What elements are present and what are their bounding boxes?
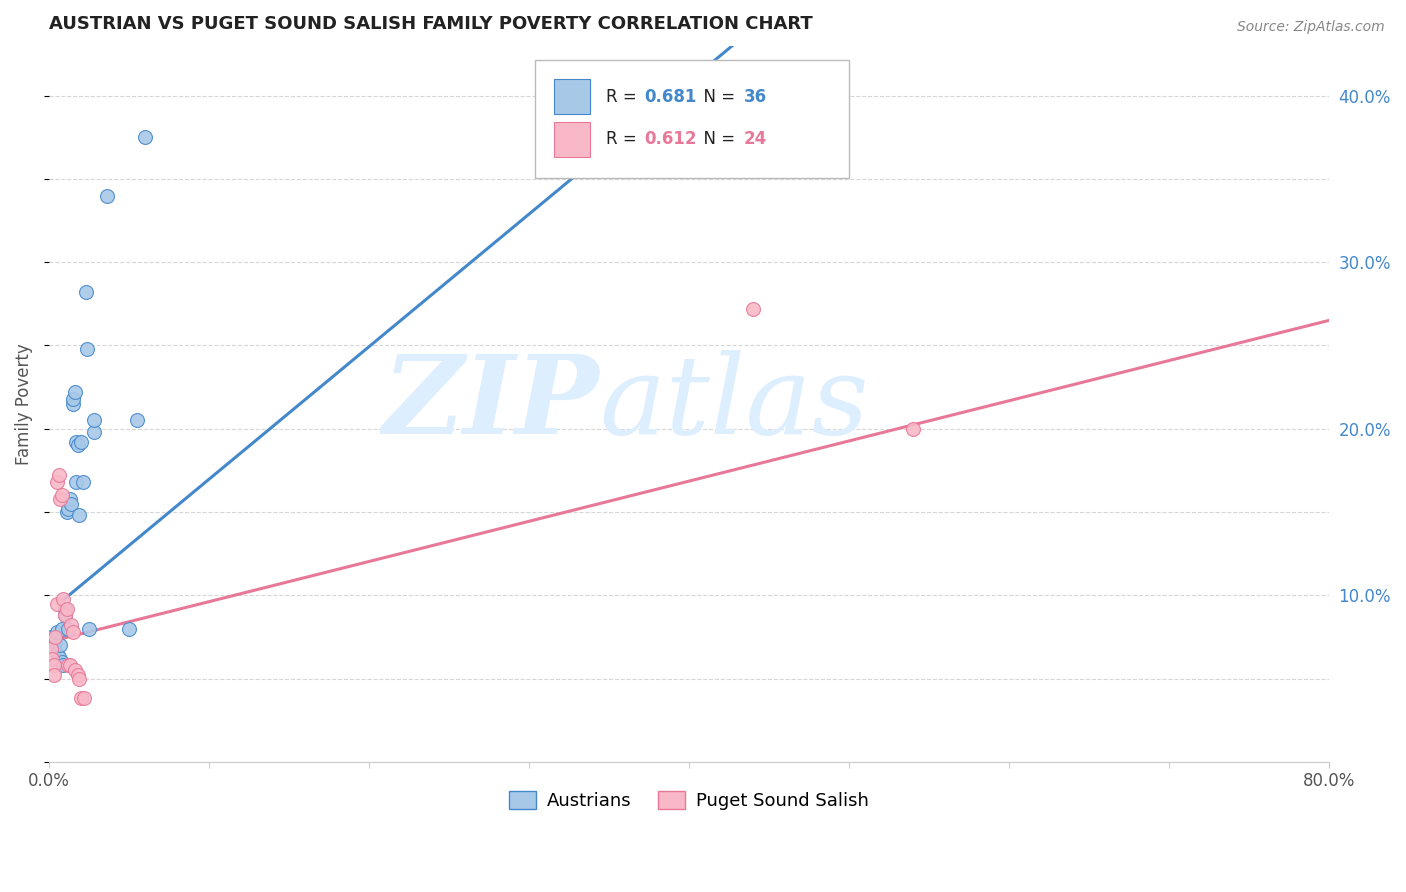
Legend: Austrians, Puget Sound Salish: Austrians, Puget Sound Salish — [502, 783, 876, 817]
Point — [62, 392, 84, 406]
Point — [96, 188, 118, 202]
Point — [56, 501, 79, 516]
Point — [59, 658, 82, 673]
Point — [59, 491, 82, 506]
Point — [53, 608, 76, 623]
Point — [51, 655, 73, 669]
Text: 0.681: 0.681 — [644, 87, 696, 105]
Point — [46, 647, 69, 661]
Text: R =: R = — [606, 130, 641, 148]
Point — [46, 597, 69, 611]
Point — [67, 672, 90, 686]
Point — [56, 622, 79, 636]
Point — [901, 422, 924, 436]
Point — [39, 630, 62, 644]
Point — [741, 301, 763, 316]
Point — [63, 385, 86, 400]
Point — [55, 505, 77, 519]
Text: N =: N = — [693, 87, 740, 105]
Point — [42, 641, 65, 656]
Point — [48, 649, 70, 664]
Point — [83, 425, 105, 439]
Point — [44, 635, 66, 649]
Point — [48, 468, 70, 483]
Text: 36: 36 — [744, 87, 768, 105]
Text: 0.612: 0.612 — [644, 130, 696, 148]
Point — [72, 475, 94, 489]
Text: atlas: atlas — [599, 350, 869, 458]
Point — [42, 658, 65, 673]
Point — [56, 658, 79, 673]
Point — [66, 438, 89, 452]
Text: AUSTRIAN VS PUGET SOUND SALISH FAMILY POVERTY CORRELATION CHART: AUSTRIAN VS PUGET SOUND SALISH FAMILY PO… — [49, 15, 813, 33]
Point — [39, 641, 62, 656]
Point — [49, 638, 72, 652]
Text: N =: N = — [693, 130, 740, 148]
Point — [49, 491, 72, 506]
Bar — [554, 122, 591, 157]
Point — [76, 342, 98, 356]
FancyBboxPatch shape — [536, 60, 849, 178]
Bar — [554, 79, 591, 113]
Point — [62, 624, 84, 639]
Text: R =: R = — [606, 87, 641, 105]
Point — [41, 638, 63, 652]
Point — [52, 658, 75, 673]
Point — [75, 285, 97, 300]
Point — [70, 435, 93, 450]
Y-axis label: Family Poverty: Family Poverty — [15, 343, 32, 465]
Point — [67, 508, 90, 523]
Point — [66, 668, 89, 682]
Point — [70, 691, 93, 706]
Point — [46, 624, 69, 639]
Point — [51, 622, 73, 636]
Point — [60, 618, 83, 632]
Point — [83, 413, 105, 427]
Point — [63, 663, 86, 677]
Point — [53, 601, 76, 615]
Point — [134, 130, 156, 145]
Point — [42, 668, 65, 682]
Text: ZIP: ZIP — [382, 350, 599, 458]
Point — [73, 691, 96, 706]
Point — [60, 497, 83, 511]
Point — [118, 622, 141, 636]
Text: 24: 24 — [744, 130, 768, 148]
Point — [53, 608, 76, 623]
Point — [55, 601, 77, 615]
Point — [62, 397, 84, 411]
Point — [41, 651, 63, 665]
Point — [65, 435, 87, 450]
Point — [52, 591, 75, 606]
Point — [77, 622, 100, 636]
Point — [44, 630, 66, 644]
Point — [46, 475, 69, 489]
Text: Source: ZipAtlas.com: Source: ZipAtlas.com — [1237, 20, 1385, 34]
Point — [125, 413, 148, 427]
Point — [65, 475, 87, 489]
Point — [51, 488, 73, 502]
